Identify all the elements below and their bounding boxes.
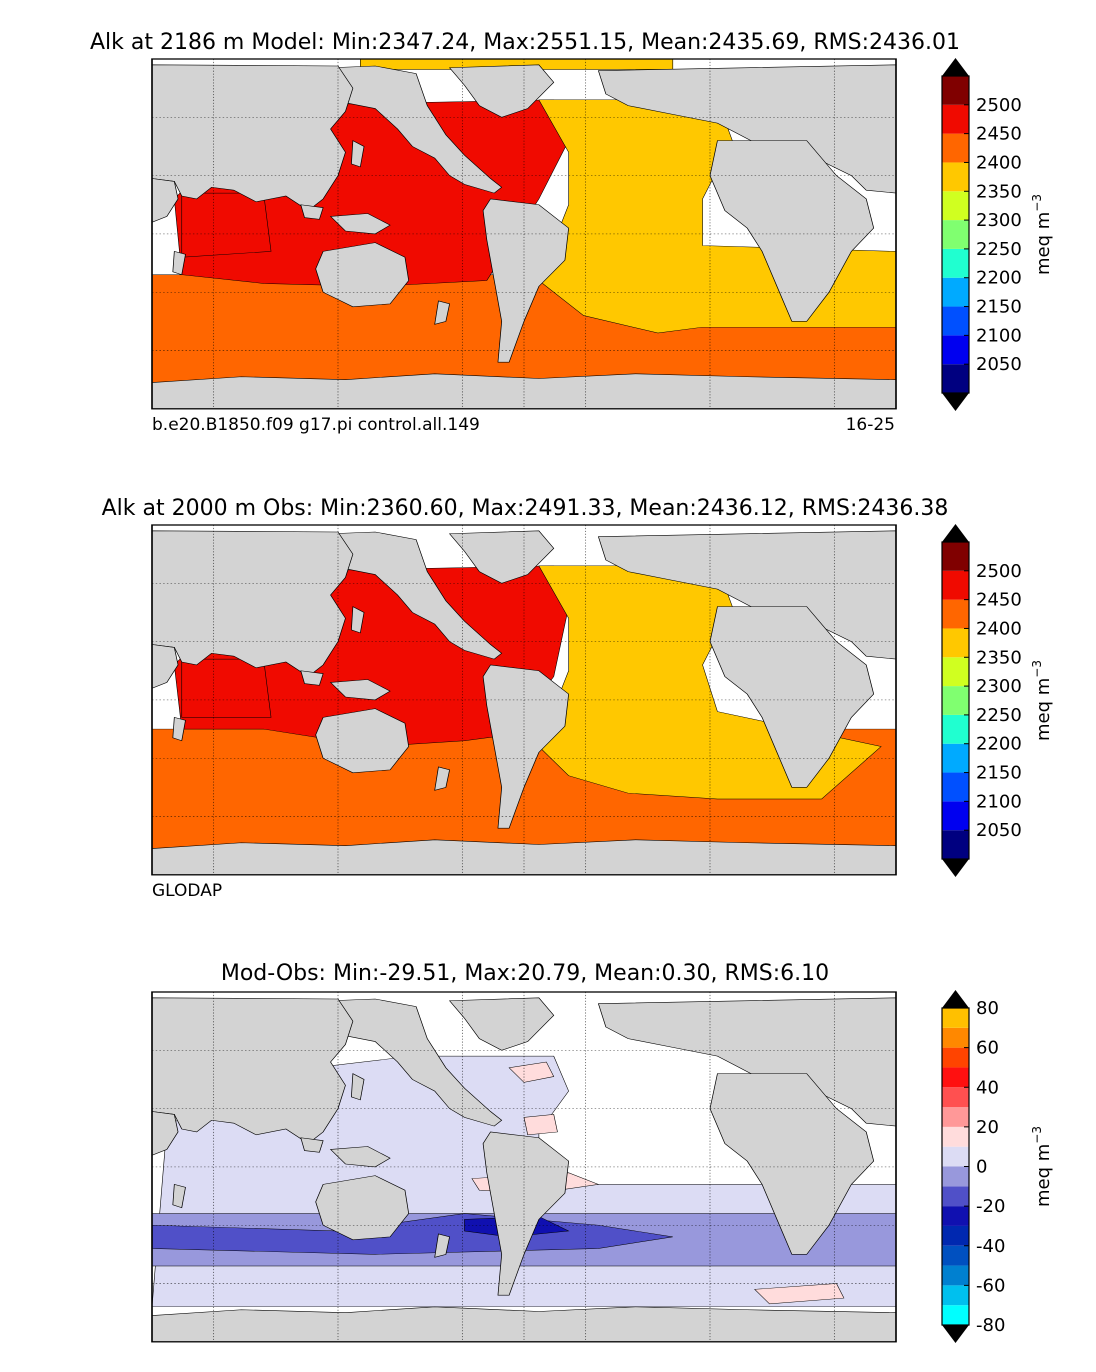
colorbar-tick-label: 20 [976,1117,999,1138]
panel-title: Alk at 2186 m Model: Min:2347.24, Max:25… [90,30,960,55]
colorbar-swatch [942,76,969,105]
colorbar-swatch [942,191,969,221]
colorbar-swatch [942,570,969,600]
colorbar-swatch [942,830,969,859]
colorbar-unit-label: meq m−3 [1030,1126,1054,1207]
colorbar-tick-label: -60 [976,1275,1005,1296]
colorbar-swatch [942,1047,969,1068]
region-indian-ocean-north [181,658,272,718]
colorbar-tick-label: 2400 [976,152,1022,173]
colorbar-tick-label: 2250 [976,705,1022,726]
colorbar-tick-label: 2500 [976,95,1022,116]
map-area [151,524,897,876]
colorbar-tick-label: 2200 [976,268,1022,289]
colorbar-tick-label: 2250 [976,239,1022,260]
colorbar-extend-min [942,393,969,411]
panel-title: Mod-Obs: Min:-29.51, Max:20.79, Mean:0.3… [221,961,829,986]
region-pacific-positive-patches [754,1283,845,1305]
colorbar-swatch [942,220,969,249]
colorbar-tick-label: 2150 [976,297,1022,318]
colorbar-tick-label: 2350 [976,647,1022,668]
map-area [151,58,897,410]
colorbar-tick-label: 2050 [976,820,1022,841]
colorbar-tick-label: 2300 [976,210,1022,231]
region-pacific-positive-patches [508,1061,555,1083]
colorbar-swatch [942,801,969,831]
colorbar-tick-label: 2050 [976,354,1022,375]
colorbar-extend-min [942,859,969,877]
colorbar-swatch [942,364,969,393]
panel-title: Alk at 2000 m Obs: Min:2360.60, Max:2491… [102,496,949,521]
colorbar-tick-label: 2200 [976,734,1022,755]
colorbar-tick-label: 2500 [976,561,1022,582]
colorbar-swatch [942,306,969,336]
colorbar-tick-label: 2100 [976,325,1022,346]
colorbar-tick-label: 80 [976,998,999,1019]
colorbar-swatch [942,686,969,715]
colorbar-swatch [942,1206,969,1226]
colorbar-swatch [942,1126,969,1147]
panel-model: Alk at 2186 m Model: Min:2347.24, Max:25… [90,30,1054,435]
colorbar-extend-max [942,524,969,542]
colorbar-swatch [942,133,969,163]
colorbar-swatch [942,542,969,571]
colorbar-tick-label: 2350 [976,181,1022,202]
colorbar-tick-label: 0 [976,1157,987,1178]
colorbar-extend-max [942,990,969,1008]
region-indian-ocean-north [181,192,272,258]
footer-left: GLODAP [152,881,222,901]
panel-diff: Mod-Obs: Min:-29.51, Max:20.79, Mean:0.3… [151,961,1054,1343]
colorbar-swatch [942,1027,969,1048]
colorbar-swatch [942,248,969,278]
colorbar-swatch [942,1067,969,1088]
colorbar-swatch [942,1265,969,1286]
colorbar-swatch [942,1008,969,1028]
colorbar-swatch [942,599,969,629]
colorbar-swatch [942,1186,969,1207]
region-pacific-positive-patches [523,1114,558,1136]
colorbar-tick-label: -40 [976,1236,1005,1257]
colorbar-unit-label: meq m−3 [1030,660,1054,741]
colorbar-swatch [942,1305,969,1325]
footer-right: 16-25 [846,415,895,435]
colorbar-swatch [942,714,969,744]
colorbar-swatch [942,1087,969,1108]
colorbar-tick-label: 40 [976,1077,999,1098]
colorbar-swatch [942,772,969,802]
colorbar-swatch [942,104,969,134]
colorbar-extend-min [942,1325,969,1343]
colorbar-tick-label: 2400 [976,618,1022,639]
colorbar-tick-label: 2450 [976,124,1022,145]
colorbar: 2050 2100 2150 2200 2250 2300 2350 2400 2450 2500… [941,524,1054,877]
colorbar-tick-label: 2300 [976,676,1022,697]
colorbar-tick-label: 2450 [976,590,1022,611]
map-area [151,991,897,1343]
colorbar-swatch [942,628,969,658]
colorbar-tick-label: 2100 [976,791,1022,812]
footer-left: b.e20.B1850.f09 g17.pi control.all.149 [152,415,480,435]
colorbar-swatch [942,162,969,192]
colorbar: 2050 2100 2150 2200 2250 2300 2350 2400 2450 2500… [941,58,1054,411]
colorbar-swatch [942,1107,969,1127]
colorbar: -80 -60 -40 -20 0 20 40 60 80 meq m−3 [941,990,1054,1343]
colorbar-swatch [942,1285,969,1306]
colorbar-swatch [942,335,969,365]
colorbar-tick-label: 60 [976,1038,999,1059]
colorbar-tick-label: 2150 [976,763,1022,784]
colorbar-swatch [942,1225,969,1246]
colorbar-swatch [942,743,969,773]
colorbar-swatch [942,1245,969,1266]
colorbar-extend-max [942,58,969,76]
colorbar-swatch [942,277,969,307]
colorbar-swatch [942,657,969,687]
colorbar-tick-label: -20 [976,1196,1005,1217]
colorbar-swatch [942,1146,969,1167]
colorbar-tick-label: -80 [976,1315,1005,1336]
colorbar-unit-label: meq m−3 [1030,194,1054,275]
colorbar-swatch [942,1166,969,1187]
panel-obs: Alk at 2000 m Obs: Min:2360.60, Max:2491… [102,496,1054,901]
